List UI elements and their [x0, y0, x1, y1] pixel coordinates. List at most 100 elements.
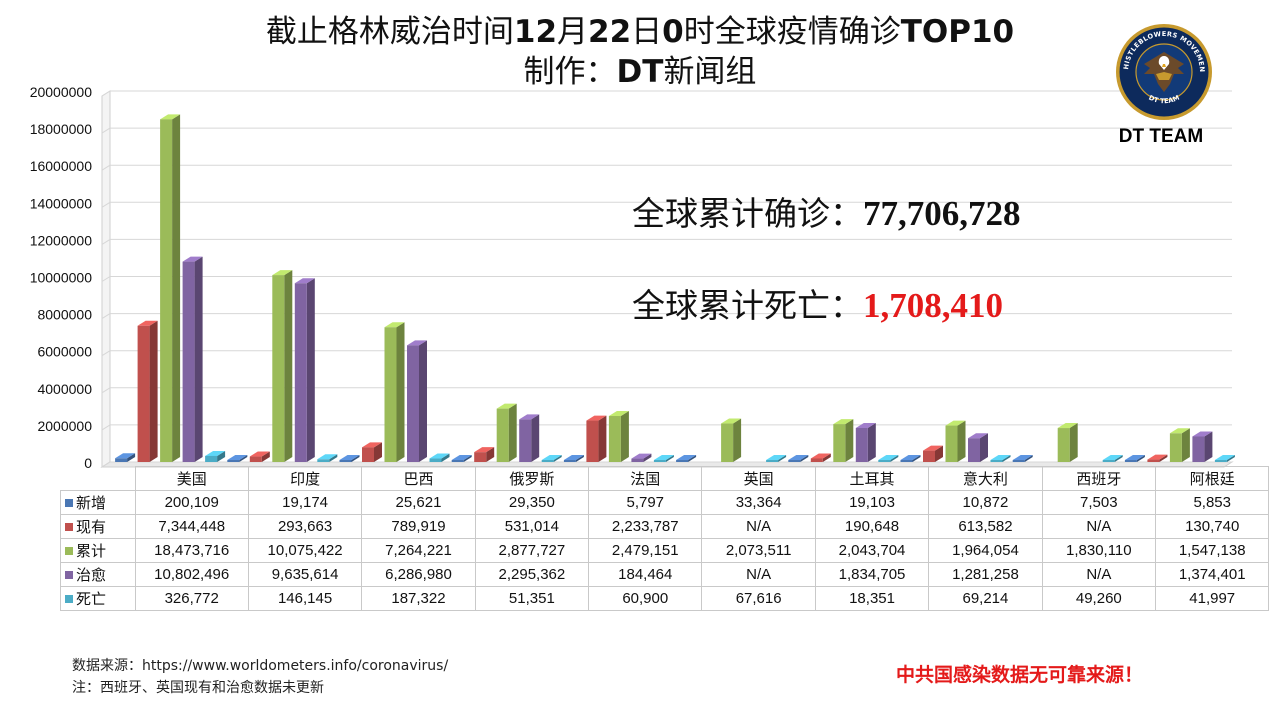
table-cell: 531,014	[474, 514, 590, 539]
table-column-header: 西班牙	[1041, 466, 1157, 491]
table-cell: 6,286,980	[361, 562, 476, 587]
y-tick-label: 18000000	[30, 121, 93, 137]
table-cell: 1,281,258	[928, 562, 1043, 587]
table-cell: 2,877,727	[474, 538, 590, 563]
legend-key	[65, 499, 73, 507]
bar	[721, 418, 742, 462]
table-column-header: 阿根廷	[1155, 466, 1270, 491]
table-cell: 49,260	[1041, 586, 1157, 611]
bar	[160, 114, 181, 463]
table-cell: 33,364	[701, 490, 816, 515]
data-note: 注：西班牙、英国现有和治愈数据未更新	[72, 680, 324, 696]
table-cell: 10,802,496	[134, 562, 249, 587]
table-row: 死亡 326,772 146,145 187,322 51,351 60,900 67,61…	[60, 586, 1270, 611]
bar	[833, 419, 854, 462]
chart-title: 截止格林威治时间12月22日0时全球疫情确诊TOP10 制作：DT新闻组	[170, 12, 1110, 92]
bar	[631, 453, 652, 462]
table-cell: 293,663	[247, 514, 363, 539]
legend-key	[65, 547, 73, 555]
title-line-1: 截止格林威治时间12月22日0时全球疫情确诊TOP10	[265, 14, 1015, 50]
y-tick-label: 12000000	[30, 232, 93, 248]
bar	[182, 256, 203, 462]
table-cell: 1,547,138	[1155, 538, 1270, 563]
table-row-header: 治愈	[60, 562, 136, 587]
bar	[855, 422, 876, 462]
table-cell: 130,740	[1155, 514, 1270, 539]
table-cell: 1,834,705	[814, 562, 930, 587]
y-tick-label: 0	[84, 455, 92, 471]
bar	[384, 322, 405, 462]
global-confirmed-stat: 全球累计确诊：77,706,728	[632, 187, 1021, 235]
table-column-header: 土耳其	[814, 466, 930, 491]
table-cell: 1,964,054	[928, 538, 1043, 563]
series-name: 新增	[76, 495, 107, 512]
table-cell: 1,830,110	[1041, 538, 1157, 563]
table-cell: 60,900	[588, 586, 703, 611]
y-tick-label: 20000000	[30, 84, 93, 100]
gridline-side	[101, 238, 111, 245]
bar	[294, 278, 315, 462]
bar	[272, 270, 293, 462]
y-tick-label: 4000000	[37, 381, 92, 397]
table-cell: 187,322	[361, 586, 476, 611]
bar	[137, 320, 158, 462]
svg-text:DT TEAM: DT TEAM	[1147, 94, 1180, 106]
table-cell: N/A	[701, 514, 816, 539]
bar	[496, 403, 517, 462]
table-cell: 25,621	[361, 490, 476, 515]
table-header-row: 美国 印度 巴西 俄罗斯 法国 英国 土耳其 意大利 西班牙 阿根廷	[60, 466, 1270, 491]
table-cell: 18,351	[814, 586, 930, 611]
global-confirmed-value: 77,706,728	[863, 194, 1021, 233]
table-cell: 9,635,614	[247, 562, 363, 587]
bar	[900, 455, 921, 462]
table-cell: 2,043,704	[814, 538, 930, 563]
bar	[339, 455, 360, 462]
table-cell: 69,214	[928, 586, 1043, 611]
bar	[451, 455, 472, 462]
bar	[317, 454, 338, 462]
dt-team-logo-icon: WHISTLEBLOWERS MOVEMENT DT TEAM	[1114, 22, 1212, 120]
bar	[227, 455, 248, 462]
gridline-side	[101, 313, 111, 320]
footer-notes: 数据来源：https://www.worldometers.info/coron…	[72, 655, 448, 699]
gridline-side	[101, 201, 111, 208]
y-tick-label: 6000000	[37, 344, 92, 360]
table-column-header: 巴西	[361, 466, 476, 491]
y-tick-label: 16000000	[30, 158, 93, 174]
legend-key	[65, 571, 73, 579]
bar	[1102, 455, 1123, 462]
bar	[1192, 431, 1213, 462]
warning-note: 中共国感染数据无可靠来源！	[896, 664, 1144, 686]
gridline-side	[101, 350, 111, 357]
table-cell: 613,582	[928, 514, 1043, 539]
bar	[608, 411, 629, 462]
series-name: 现有	[76, 519, 107, 536]
table-cell: 190,648	[814, 514, 930, 539]
table-cell: 200,109	[134, 490, 249, 515]
table-row-header: 新增	[60, 490, 136, 515]
bar	[1214, 455, 1235, 462]
table-cell: 19,174	[247, 490, 363, 515]
bar	[205, 450, 226, 462]
data-table: 美国 印度 巴西 俄罗斯 法国 英国 土耳其 意大利 西班牙 阿根廷新增 200,109 19,174…	[60, 466, 1270, 611]
bar	[878, 455, 899, 462]
table-cell: 184,464	[588, 562, 703, 587]
series-name: 死亡	[76, 591, 107, 608]
legend-key	[65, 595, 73, 603]
global-confirmed-label: 全球累计确诊：	[632, 194, 863, 233]
table-cell: 1,374,401	[1155, 562, 1270, 587]
table-row-header: 死亡	[60, 586, 136, 611]
table-row-header: 现有	[60, 514, 136, 539]
bar	[115, 453, 136, 462]
table-cell: 2,233,787	[588, 514, 703, 539]
table-cell: 51,351	[474, 586, 590, 611]
legend-key	[65, 523, 73, 531]
y-tick-label: 2000000	[37, 418, 92, 434]
table-row: 新增 200,109 19,174 25,621 29,350 5,797 33,364 19…	[60, 490, 1270, 515]
y-tick-label: 10000000	[30, 270, 93, 286]
bar	[429, 453, 450, 462]
bar	[810, 453, 831, 462]
table-cell: N/A	[1041, 514, 1157, 539]
bar	[249, 451, 270, 462]
